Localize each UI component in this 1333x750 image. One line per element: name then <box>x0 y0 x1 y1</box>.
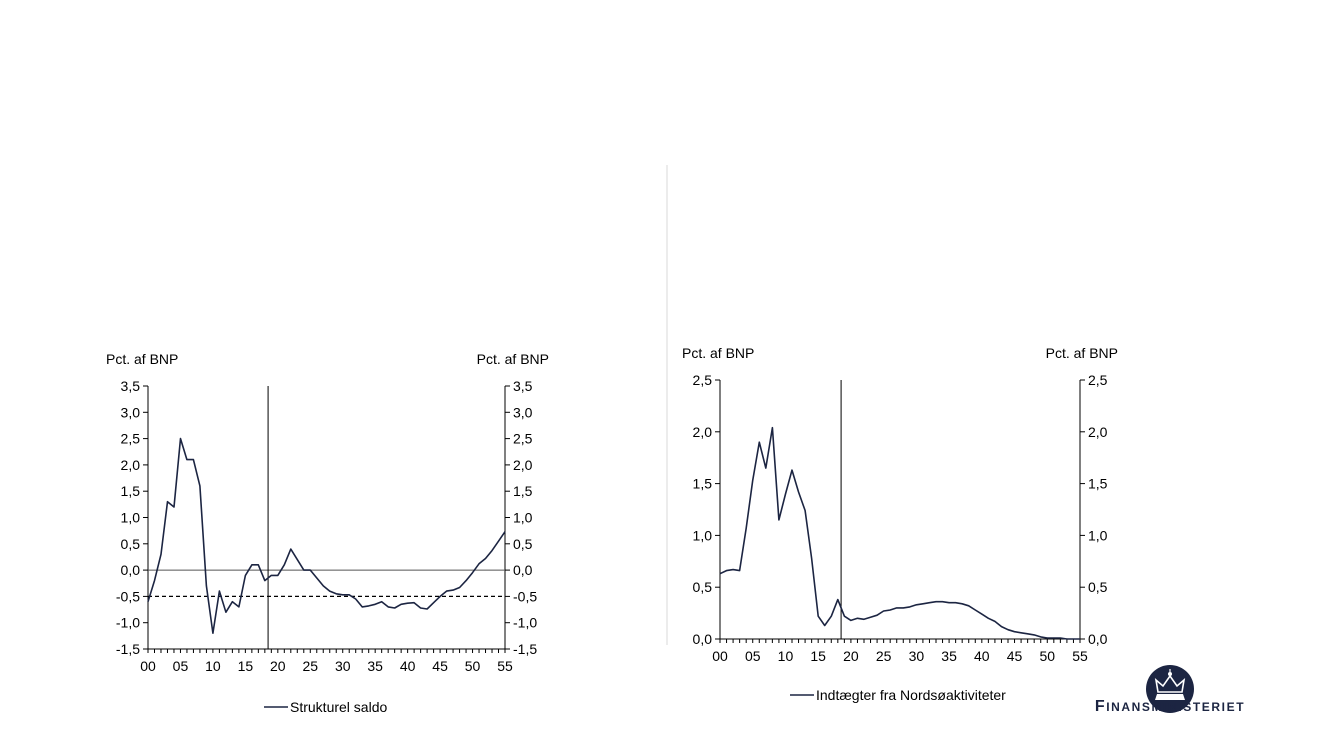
y-tick-label-right: 1,0 <box>513 510 533 526</box>
x-tick-label: 25 <box>302 658 318 674</box>
y-tick-label-left: 0,5 <box>693 579 713 595</box>
y-tick-label-left: 0,0 <box>693 631 713 647</box>
y-tick-label-left: -0,5 <box>116 588 140 604</box>
y-tick-label-right: 2,5 <box>513 431 533 447</box>
y-tick-label-right: -0,5 <box>513 588 537 604</box>
x-tick-label: 10 <box>778 648 794 664</box>
x-tick-label: 50 <box>465 658 481 674</box>
y-tick-label-left: 1,5 <box>693 476 713 492</box>
x-tick-label: 20 <box>270 658 286 674</box>
x-tick-label: 15 <box>238 658 254 674</box>
x-tick-label: 05 <box>173 658 189 674</box>
y-tick-label-right: 1,5 <box>513 483 533 499</box>
chart-structural-balance: Pct. af BNP Pct. af BNP 3,5 3,5 3,0 3,0 2,5 2,5… <box>106 351 549 715</box>
crown-emblem-icon <box>1146 665 1194 713</box>
y-tick-label-right: -1,0 <box>513 615 537 631</box>
y-tick-label-left: -1,5 <box>116 641 140 657</box>
y-tick-label-left: 2,0 <box>121 457 141 473</box>
y-tick-label-left: 1,0 <box>121 510 141 526</box>
x-tick-label: 15 <box>810 648 826 664</box>
y-tick-label-right: 3,0 <box>513 404 533 420</box>
x-tick-label: 45 <box>432 658 448 674</box>
y-tick-label-right: 3,5 <box>513 378 533 394</box>
legend: Indtægter fra Nordsøaktiviteter <box>790 687 1006 703</box>
y-tick-label-right: 0,0 <box>1088 631 1108 647</box>
y-tick-label-left: 3,0 <box>121 404 141 420</box>
y-axis-unit-right: Pct. af BNP <box>1046 345 1118 361</box>
y-tick-label-right: 0,5 <box>513 536 533 552</box>
y-axis-unit-left: Pct. af BNP <box>106 351 178 367</box>
x-tick-label: 00 <box>140 658 156 674</box>
y-tick-label-right: 2,5 <box>1088 372 1108 388</box>
y-tick-label-left: 2,5 <box>693 372 713 388</box>
x-tick-label: 40 <box>400 658 416 674</box>
y-tick-label-right: 1,0 <box>1088 527 1108 543</box>
x-tick-label: 30 <box>909 648 925 664</box>
y-tick-label-right: -1,5 <box>513 641 537 657</box>
chart-north-sea-revenue: Pct. af BNP Pct. af BNP 2,5 2,5 2,0 2,0 1,5 1,5… <box>682 345 1118 703</box>
y-tick-label-right: 1,5 <box>1088 476 1108 492</box>
x-tick-label: 20 <box>843 648 859 664</box>
y-tick-label-left: 1,0 <box>693 527 713 543</box>
series-line <box>147 437 506 635</box>
y-tick-label-left: 2,5 <box>121 431 141 447</box>
series-line <box>719 426 1080 640</box>
y-tick-label-left: 2,0 <box>693 424 713 440</box>
x-tick-label: 05 <box>745 648 761 664</box>
y-axis-unit-left: Pct. af BNP <box>682 345 754 361</box>
legend-label: Strukturel saldo <box>290 699 387 715</box>
legend-label: Indtægter fra Nordsøaktiviteter <box>816 687 1006 703</box>
x-tick-label: 35 <box>941 648 957 664</box>
x-tick-label: 55 <box>497 658 513 674</box>
x-tick-label: 55 <box>1072 648 1088 664</box>
x-tick-label: 50 <box>1039 648 1055 664</box>
x-tick-label: 00 <box>712 648 728 664</box>
y-tick-label-left: 3,5 <box>121 378 141 394</box>
y-tick-label-left: 1,5 <box>121 483 141 499</box>
y-tick-label-right: 2,0 <box>1088 424 1108 440</box>
x-tick-label: 25 <box>876 648 892 664</box>
y-tick-label-left: 0,0 <box>121 562 141 578</box>
y-tick-label-left: -1,0 <box>116 615 140 631</box>
legend: Strukturel saldo <box>264 699 387 715</box>
x-tick-label: 30 <box>335 658 351 674</box>
y-axis-unit-right: Pct. af BNP <box>477 351 549 367</box>
y-tick-label-right: 0,5 <box>1088 579 1108 595</box>
y-tick-label-right: 0,0 <box>513 562 533 578</box>
x-tick-label: 10 <box>205 658 221 674</box>
finansministeriet-logo: FINANSMINISTERIET <box>1095 665 1245 715</box>
logo-text: FINANSMINISTERIET <box>1095 698 1245 715</box>
y-tick-label-left: 0,5 <box>121 536 141 552</box>
y-tick-label-right: 2,0 <box>513 457 533 473</box>
x-tick-label: 35 <box>367 658 383 674</box>
x-tick-label: 40 <box>974 648 990 664</box>
x-tick-label: 45 <box>1007 648 1023 664</box>
